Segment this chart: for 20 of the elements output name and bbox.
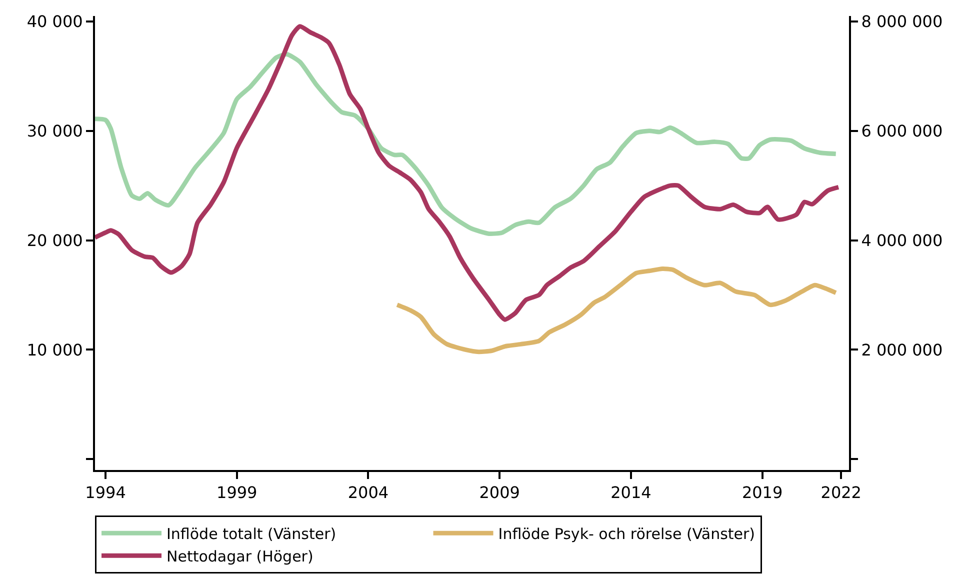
x-tick-label: 2014 (610, 483, 652, 502)
x-tick-label: 2004 (348, 483, 389, 502)
x-tick-label: 2019 (742, 483, 783, 502)
y2-tick-label: 2 000 000 (861, 340, 943, 360)
y2-tick-label: 8 000 000 (861, 12, 943, 32)
x-tick-label: 1994 (85, 483, 126, 502)
legend-label: Inflöde totalt (Vänster) (166, 525, 336, 543)
y2-tick-label: 4 000 000 (861, 230, 943, 250)
x-tick-label: 2022 (820, 483, 862, 502)
legend-label: Inflöde Psyk- och rörelse (Vänster) (498, 525, 756, 543)
x-tick-label: 2009 (479, 483, 520, 502)
y-tick-label: 30 000 (26, 121, 83, 140)
y-tick-label: 40 000 (26, 12, 83, 32)
y-tick-label: 20 000 (26, 230, 83, 250)
y2-tick-label: 6 000 000 (861, 121, 943, 140)
line-series (394, 266, 838, 354)
y-tick-label: 10 000 (26, 340, 83, 360)
line-series (95, 24, 841, 322)
legend-label: Nettodagar (Höger) (166, 548, 314, 566)
x-tick-label: 1999 (216, 483, 258, 502)
